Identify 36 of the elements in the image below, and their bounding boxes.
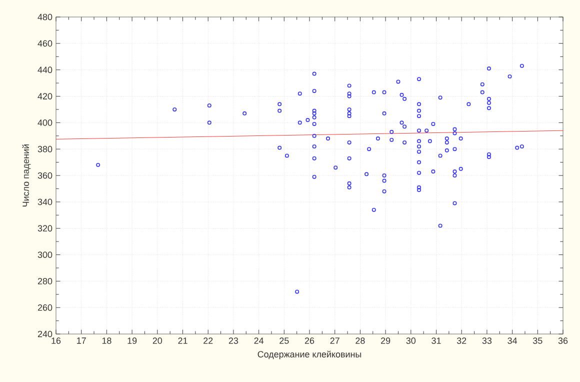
x-tick-label: 35 (533, 338, 542, 344)
x-tick-label: 33 (482, 338, 492, 344)
x-tick-label: 25 (280, 338, 289, 344)
x-tick-label: 36 (558, 338, 568, 344)
x-tick-label: 28 (356, 338, 365, 344)
y-tick-label: 280 (38, 278, 52, 284)
x-tick-label: 23 (228, 338, 238, 344)
x-tick-label: 26 (304, 338, 314, 344)
x-tick-label: 18 (102, 338, 112, 344)
y-tick-label: 340 (38, 198, 52, 206)
x-tick-label: 16 (52, 338, 61, 344)
x-axis-title: Содержание клейковины (258, 350, 362, 360)
y-tick-label: 300 (38, 252, 52, 258)
x-tick-label: 31 (432, 338, 441, 344)
x-tick-label: 34 (508, 338, 518, 344)
y-axis-title: Число падений (22, 144, 31, 206)
x-tick-label: 24 (254, 338, 264, 344)
y-tick-label: 400 (38, 119, 52, 126)
y-tick-label: 320 (38, 225, 52, 232)
x-tick-label: 32 (456, 338, 466, 344)
x-tick-label: 30 (406, 338, 416, 344)
y-tick-label: 460 (38, 40, 52, 47)
x-tick-label: 22 (204, 338, 213, 344)
y-tick-label: 260 (38, 304, 52, 311)
y-tick-label: 360 (38, 172, 52, 179)
x-tick-label: 29 (381, 338, 390, 344)
y-tick-label: 240 (38, 330, 52, 338)
y-tick-label: 480 (38, 14, 52, 20)
x-tick-label: 17 (77, 338, 86, 344)
x-tick-label: 21 (178, 338, 188, 344)
x-tick-label: 19 (128, 338, 137, 344)
x-tick-label: 20 (152, 338, 162, 344)
x-tick-label: 27 (330, 338, 340, 344)
y-tick-label: 380 (38, 146, 52, 152)
y-tick-label: 440 (38, 66, 52, 74)
y-tick-label: 420 (38, 93, 52, 100)
